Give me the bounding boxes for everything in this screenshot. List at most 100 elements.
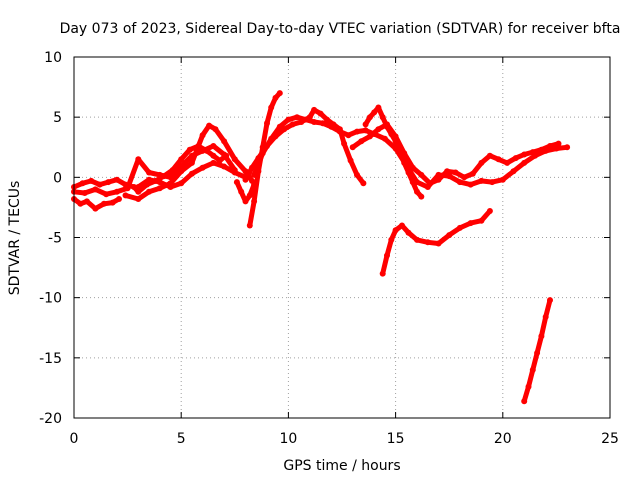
data-point [341, 140, 348, 147]
data-point [366, 133, 373, 140]
data-point [88, 177, 95, 184]
data-point [311, 106, 318, 113]
data-point [424, 239, 431, 246]
data-point [446, 232, 453, 239]
y-tick-label: -5 [48, 231, 62, 247]
data-point [272, 94, 279, 101]
data-point [246, 192, 253, 199]
data-point [512, 155, 519, 162]
data-point [156, 171, 163, 178]
data-point [210, 143, 217, 149]
data-point [414, 188, 420, 195]
data-point [469, 170, 476, 177]
x-axis-label: GPS time / hours [283, 458, 400, 474]
series-arc7 [247, 90, 283, 228]
data-point [238, 188, 245, 195]
data-series [71, 90, 571, 405]
data-point [354, 171, 360, 178]
data-point [311, 119, 318, 125]
data-point [210, 152, 217, 159]
x-tick-label: 20 [494, 431, 512, 447]
data-point [246, 222, 253, 229]
data-point [109, 199, 116, 206]
data-point [294, 114, 300, 121]
data-point [251, 198, 258, 205]
y-axis-label: SDTVAR / TECUs [7, 181, 23, 296]
data-point [392, 138, 399, 145]
data-point [467, 220, 474, 227]
data-point [538, 146, 545, 153]
data-point [178, 156, 185, 163]
data-point [122, 192, 129, 199]
data-point [456, 224, 463, 231]
data-point [375, 104, 382, 111]
data-point [188, 159, 195, 166]
data-point [92, 205, 99, 212]
data-point [221, 138, 228, 145]
x-tick-label: 0 [70, 431, 79, 447]
data-point [529, 366, 536, 373]
data-point [116, 196, 122, 202]
data-point [381, 135, 388, 142]
data-point [499, 176, 506, 183]
data-point [525, 383, 532, 390]
data-point [379, 114, 386, 121]
y-tick-label: 0 [53, 170, 62, 186]
y-tick-label: 5 [53, 110, 62, 126]
data-point [317, 110, 324, 117]
data-point [79, 180, 86, 187]
data-point [249, 164, 255, 171]
data-point [384, 252, 390, 259]
data-point [375, 126, 382, 133]
x-tick-label: 15 [387, 431, 405, 447]
data-point [478, 177, 485, 184]
data-point [461, 174, 468, 181]
data-point [103, 191, 110, 198]
data-point [231, 169, 238, 176]
data-point [452, 169, 459, 176]
data-point [371, 109, 378, 116]
data-point [379, 270, 386, 277]
x-tick-labels: 0 5 10 15 20 25 [70, 431, 619, 447]
data-point [521, 151, 528, 158]
y-tick-label: -10 [39, 291, 62, 307]
data-point [426, 180, 433, 187]
data-point [210, 159, 217, 166]
data-point [199, 132, 206, 139]
data-point [251, 171, 258, 178]
data-point [456, 179, 463, 186]
data-point [521, 159, 528, 166]
data-point [206, 122, 213, 129]
data-point [276, 90, 283, 97]
data-point [319, 120, 326, 127]
data-point [199, 164, 206, 171]
data-point [289, 121, 296, 128]
data-point [135, 156, 142, 163]
data-point [135, 196, 142, 202]
data-point [388, 236, 395, 243]
data-point [124, 185, 131, 192]
data-point [101, 200, 107, 207]
data-point [418, 193, 425, 200]
data-point [399, 222, 405, 229]
data-point [360, 180, 367, 187]
data-point [178, 168, 185, 175]
data-point [167, 184, 174, 190]
data-point [268, 104, 275, 111]
data-point [388, 131, 395, 137]
data-point [105, 179, 112, 186]
data-point [478, 217, 485, 224]
data-point [362, 121, 369, 128]
series-arc3 [71, 143, 238, 197]
data-point [418, 171, 425, 178]
data-point [83, 198, 90, 205]
data-point [231, 156, 238, 163]
chart-title: Day 073 of 2023, Sidereal Day-to-day VTE… [60, 21, 621, 37]
data-point [564, 144, 571, 151]
data-point [467, 181, 474, 188]
data-point [555, 140, 562, 147]
data-point [156, 185, 163, 192]
data-point [504, 159, 511, 166]
data-point [510, 168, 517, 175]
